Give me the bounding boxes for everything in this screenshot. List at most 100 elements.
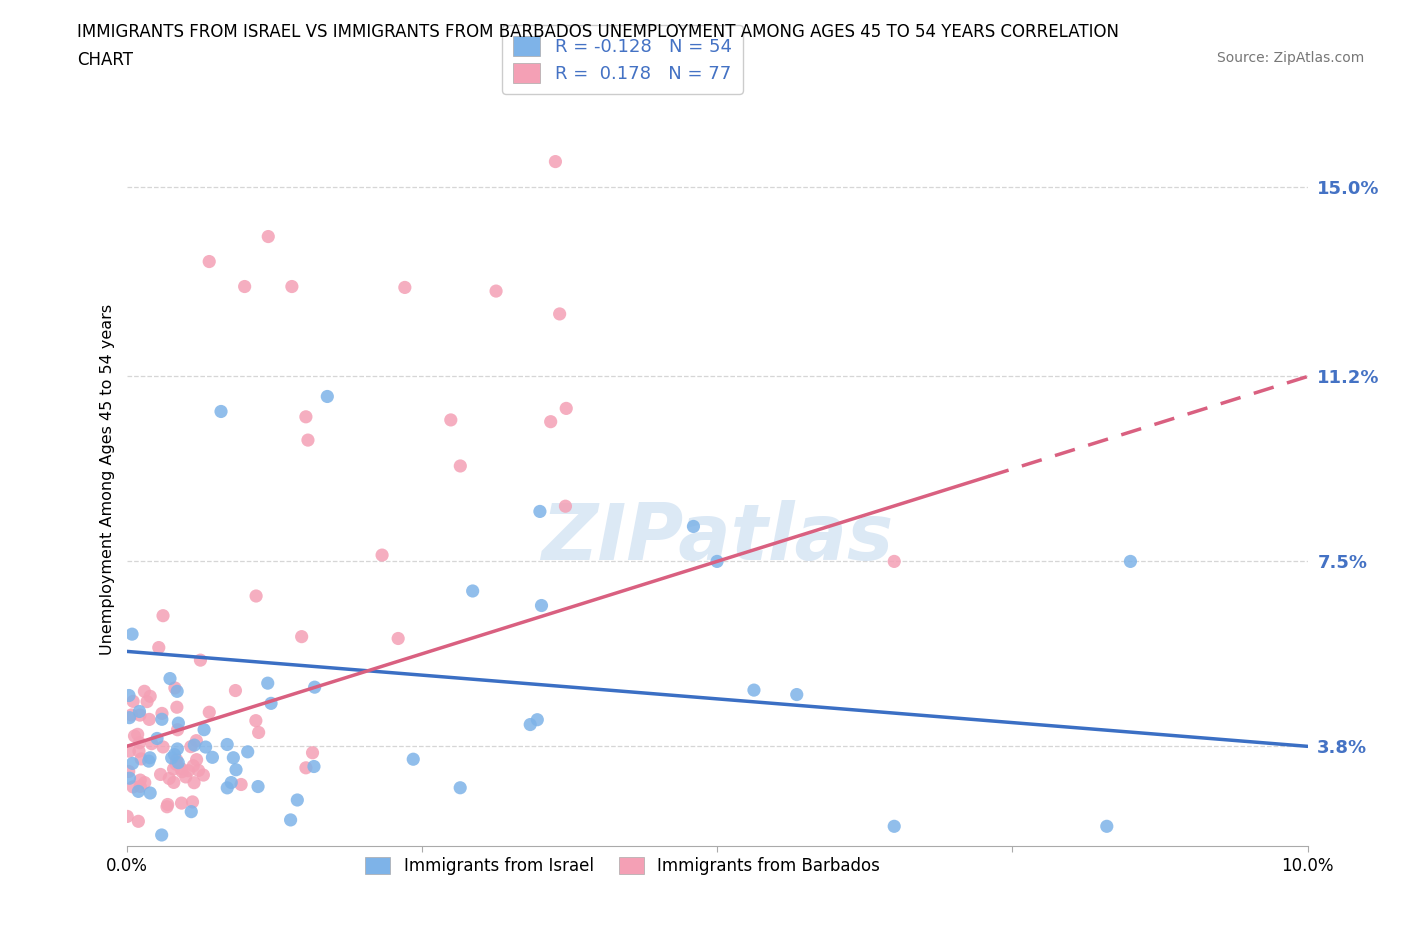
Point (156, 799, 179, 814)
Point (141, 737, 163, 751)
Point (198, 705, 221, 720)
Point (526, 712, 548, 727)
Point (127, 814, 149, 829)
Point (186, 733, 208, 748)
Point (229, 777, 252, 792)
Point (193, 723, 215, 737)
Point (519, 717, 541, 732)
Point (548, 307, 571, 322)
Point (163, 681, 186, 696)
Point (181, 758, 204, 773)
Point (554, 498, 576, 513)
Point (295, 761, 318, 776)
Point (260, 696, 283, 711)
Point (128, 736, 150, 751)
Point (302, 759, 325, 774)
Point (118, 771, 141, 786)
Point (485, 284, 508, 299)
Point (124, 728, 146, 743)
Point (127, 727, 149, 742)
Point (183, 776, 205, 790)
Point (129, 779, 152, 794)
Point (118, 744, 141, 759)
Point (138, 712, 160, 727)
Point (194, 739, 217, 754)
Point (122, 694, 145, 709)
Point (257, 229, 280, 244)
Point (394, 280, 416, 295)
Point (167, 716, 190, 731)
Point (134, 776, 156, 790)
Point (706, 554, 728, 569)
Legend: Immigrants from Israel, Immigrants from Barbados: Immigrants from Israel, Immigrants from … (359, 851, 887, 882)
Point (163, 747, 186, 762)
Point (180, 739, 202, 754)
Point (883, 819, 905, 834)
Point (742, 683, 765, 698)
Point (177, 764, 200, 778)
Point (170, 796, 193, 811)
Point (118, 711, 141, 725)
Point (159, 671, 181, 686)
Point (285, 792, 308, 807)
Point (281, 279, 304, 294)
Point (172, 764, 194, 779)
Point (118, 688, 141, 703)
Point (139, 689, 162, 704)
Point (127, 784, 149, 799)
Point (1119, 554, 1142, 569)
Point (118, 764, 141, 779)
Text: Source: ZipAtlas.com: Source: ZipAtlas.com (1216, 51, 1364, 65)
Point (166, 699, 188, 714)
Point (149, 767, 172, 782)
Point (280, 813, 302, 828)
Point (129, 708, 152, 723)
Point (245, 713, 267, 728)
Point (166, 752, 188, 767)
Point (121, 627, 143, 642)
Point (166, 684, 188, 698)
Point (183, 737, 205, 752)
Point (129, 751, 152, 766)
Point (150, 711, 173, 726)
Point (304, 680, 326, 695)
Point (402, 751, 425, 766)
Point (187, 763, 209, 777)
Point (449, 780, 471, 795)
Text: IMMIGRANTS FROM ISRAEL VS IMMIGRANTS FROM BARBADOS UNEMPLOYMENT AMONG AGES 45 TO: IMMIGRANTS FROM ISRAEL VS IMMIGRANTS FRO… (77, 23, 1119, 41)
Point (128, 704, 150, 719)
Point (122, 779, 145, 794)
Point (224, 684, 246, 698)
Point (170, 762, 193, 777)
Point (297, 432, 319, 447)
Point (139, 786, 162, 801)
Point (148, 640, 170, 655)
Point (295, 409, 318, 424)
Point (138, 753, 160, 768)
Point (129, 773, 152, 788)
Point (166, 741, 188, 756)
Point (316, 389, 339, 404)
Point (233, 279, 256, 294)
Point (201, 750, 224, 764)
Point (150, 706, 173, 721)
Point (190, 653, 212, 668)
Point (139, 751, 162, 765)
Point (198, 254, 221, 269)
Point (247, 725, 270, 740)
Point (222, 751, 245, 765)
Point (245, 589, 267, 604)
Point (166, 723, 188, 737)
Y-axis label: Unemployment Among Ages 45 to 54 years: Unemployment Among Ages 45 to 54 years (100, 303, 115, 655)
Point (174, 769, 197, 784)
Point (544, 154, 567, 169)
Text: ZIPatlas: ZIPatlas (541, 499, 893, 576)
Point (256, 676, 278, 691)
Point (530, 598, 553, 613)
Point (121, 756, 143, 771)
Point (181, 794, 204, 809)
Point (117, 809, 139, 824)
Point (152, 608, 174, 623)
Point (217, 780, 239, 795)
Point (440, 413, 463, 428)
